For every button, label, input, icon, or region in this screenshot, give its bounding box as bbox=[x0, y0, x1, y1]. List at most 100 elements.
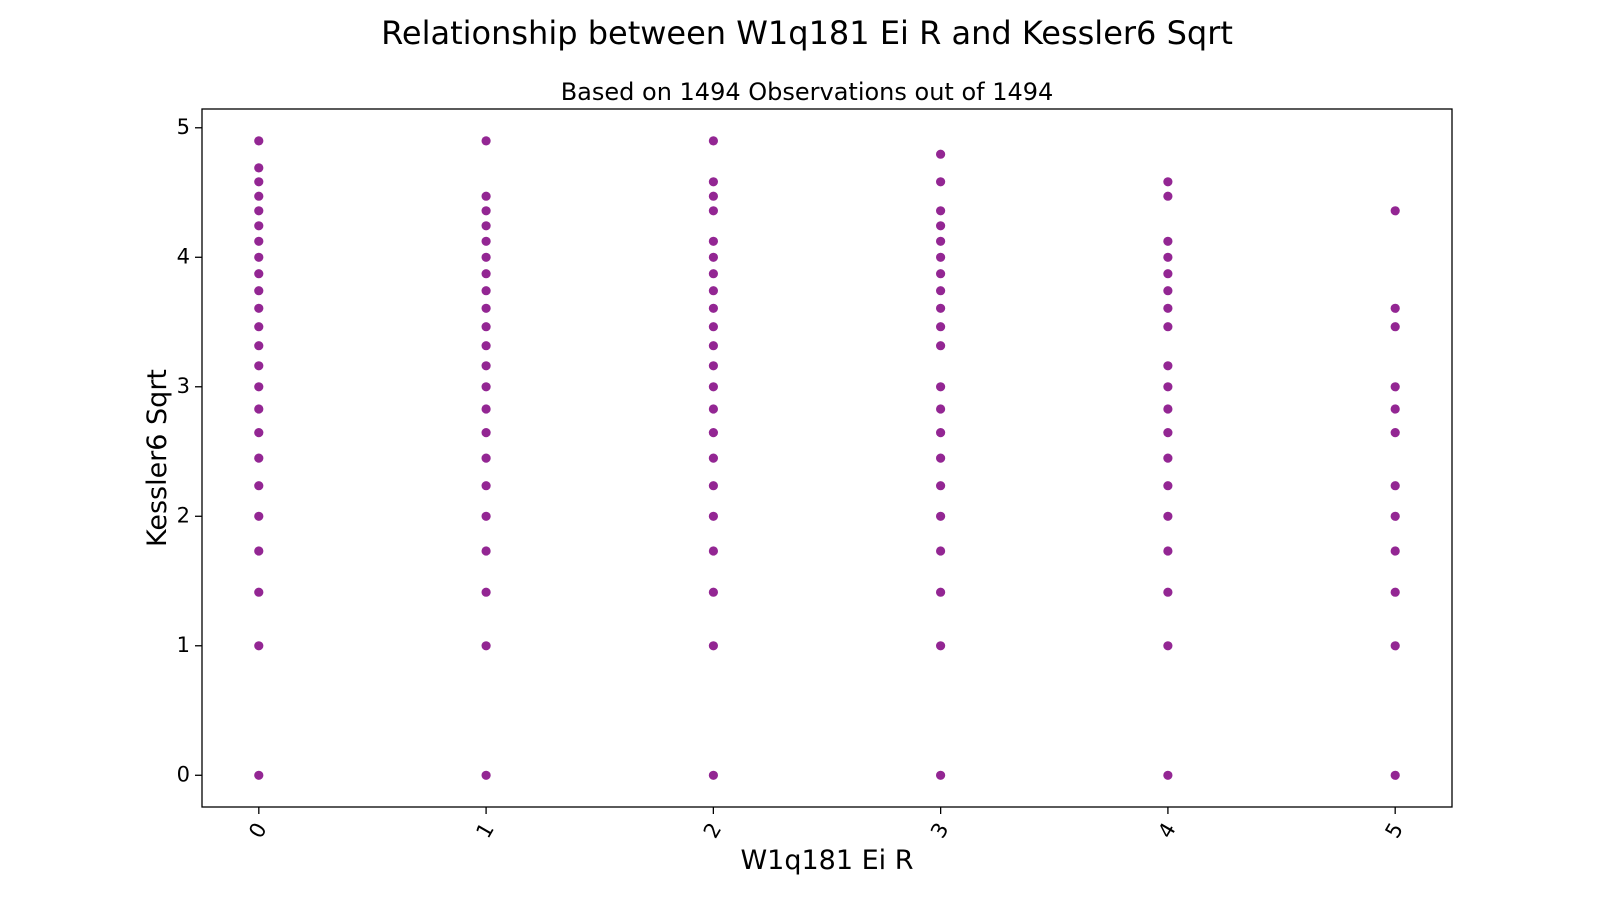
scatter-point bbox=[936, 221, 946, 231]
scatter-point bbox=[1390, 481, 1400, 491]
scatter-point bbox=[254, 236, 264, 246]
x-tick-label: 1 bbox=[471, 819, 498, 843]
scatter-point bbox=[481, 286, 491, 296]
scatter-point bbox=[1390, 511, 1400, 521]
scatter-point bbox=[708, 177, 719, 187]
scatter-point bbox=[254, 163, 264, 173]
scatter-point bbox=[254, 252, 264, 262]
scatter-point bbox=[1390, 382, 1400, 392]
scatter-point bbox=[1390, 206, 1400, 216]
scatter-point bbox=[708, 236, 719, 246]
scatter-point bbox=[708, 322, 719, 332]
scatter-point bbox=[481, 221, 491, 231]
scatter-point bbox=[254, 269, 264, 279]
scatter-point bbox=[254, 404, 264, 414]
scatter-point bbox=[1163, 361, 1173, 371]
y-tick-label: 0 bbox=[177, 762, 190, 786]
scatter-point bbox=[936, 286, 946, 296]
scatter-point bbox=[1163, 322, 1173, 332]
scatter-point bbox=[1390, 303, 1400, 313]
scatter-point bbox=[708, 404, 719, 414]
scatter-point bbox=[708, 428, 719, 438]
scatter-point bbox=[708, 303, 719, 313]
scatter-point bbox=[936, 382, 946, 392]
scatter-point bbox=[1163, 770, 1173, 780]
scatter-point bbox=[481, 546, 491, 556]
scatter-point bbox=[481, 428, 491, 438]
scatter-point bbox=[708, 136, 719, 146]
scatter-point bbox=[481, 382, 491, 392]
scatter-point bbox=[254, 587, 264, 597]
scatter-point bbox=[254, 177, 264, 187]
scatter-point bbox=[708, 641, 719, 651]
scatter-point bbox=[708, 206, 719, 216]
scatter-point bbox=[708, 286, 719, 296]
scatter-point bbox=[1390, 641, 1400, 651]
scatter-point bbox=[1390, 770, 1400, 780]
scatter-point bbox=[254, 641, 264, 651]
scatter-point bbox=[254, 546, 264, 556]
scatter-point bbox=[708, 191, 719, 201]
scatter-point bbox=[254, 303, 264, 313]
scatter-point bbox=[254, 382, 264, 392]
scatter-point bbox=[708, 546, 719, 556]
scatter-point bbox=[254, 221, 264, 231]
scatter-point bbox=[936, 269, 946, 279]
scatter-point bbox=[481, 303, 491, 313]
scatter-point bbox=[1163, 382, 1173, 392]
scatter-point bbox=[936, 428, 946, 438]
scatter-point bbox=[1390, 322, 1400, 332]
scatter-point bbox=[254, 453, 264, 463]
x-axis-ticks: 0 1 2 3 4 5 bbox=[244, 807, 1408, 842]
x-tick-label: 2 bbox=[699, 819, 726, 843]
scatter-point bbox=[481, 453, 491, 463]
scatter-point bbox=[1163, 428, 1173, 438]
scatter-point bbox=[936, 303, 946, 313]
scatter-point bbox=[1163, 191, 1173, 201]
scatter-point bbox=[481, 481, 491, 491]
scatter-point bbox=[481, 770, 491, 780]
scatter-point bbox=[1163, 587, 1173, 597]
scatter-point bbox=[1390, 428, 1400, 438]
scatter-point bbox=[936, 404, 946, 414]
scatter-point bbox=[1163, 269, 1173, 279]
x-tick-label: 5 bbox=[1381, 819, 1408, 843]
scatter-point bbox=[1390, 404, 1400, 414]
scatter-point bbox=[481, 587, 491, 597]
scatter-point bbox=[708, 481, 719, 491]
scatter-point bbox=[708, 361, 719, 371]
scatter-point bbox=[481, 404, 491, 414]
scatter-point bbox=[936, 511, 946, 521]
x-axis-label: W1q181 Ei R bbox=[740, 845, 913, 876]
scatter-point bbox=[1390, 587, 1400, 597]
y-tick-label: 3 bbox=[177, 374, 190, 398]
scatter-point bbox=[1163, 546, 1173, 556]
chart-title: Relationship between W1q181 Ei R and Kes… bbox=[381, 14, 1233, 52]
scatter-point bbox=[708, 382, 719, 392]
scatter-point bbox=[481, 341, 491, 351]
scatter-point bbox=[936, 322, 946, 332]
scatter-point bbox=[936, 149, 946, 159]
scatter-point bbox=[254, 136, 264, 146]
scatter-point bbox=[1163, 481, 1173, 491]
scatter-point bbox=[1163, 641, 1173, 651]
scatter-point bbox=[936, 587, 946, 597]
scatter-point bbox=[708, 587, 719, 597]
scatter-point bbox=[254, 361, 264, 371]
scatter-point bbox=[936, 641, 946, 651]
x-tick-label: 0 bbox=[244, 819, 271, 843]
scatter-point bbox=[481, 191, 491, 201]
scatter-point bbox=[1163, 303, 1173, 313]
scatter-point bbox=[481, 236, 491, 246]
x-tick-label: 4 bbox=[1153, 819, 1180, 843]
scatter-point bbox=[481, 136, 491, 146]
scatter-point bbox=[481, 252, 491, 262]
scatter-point bbox=[936, 177, 946, 187]
scatter-point bbox=[254, 341, 264, 351]
scatter-point bbox=[936, 252, 946, 262]
scatter-point bbox=[936, 206, 946, 216]
scatter-point bbox=[481, 206, 491, 216]
scatter-point bbox=[1163, 236, 1173, 246]
scatter-point bbox=[708, 511, 719, 521]
